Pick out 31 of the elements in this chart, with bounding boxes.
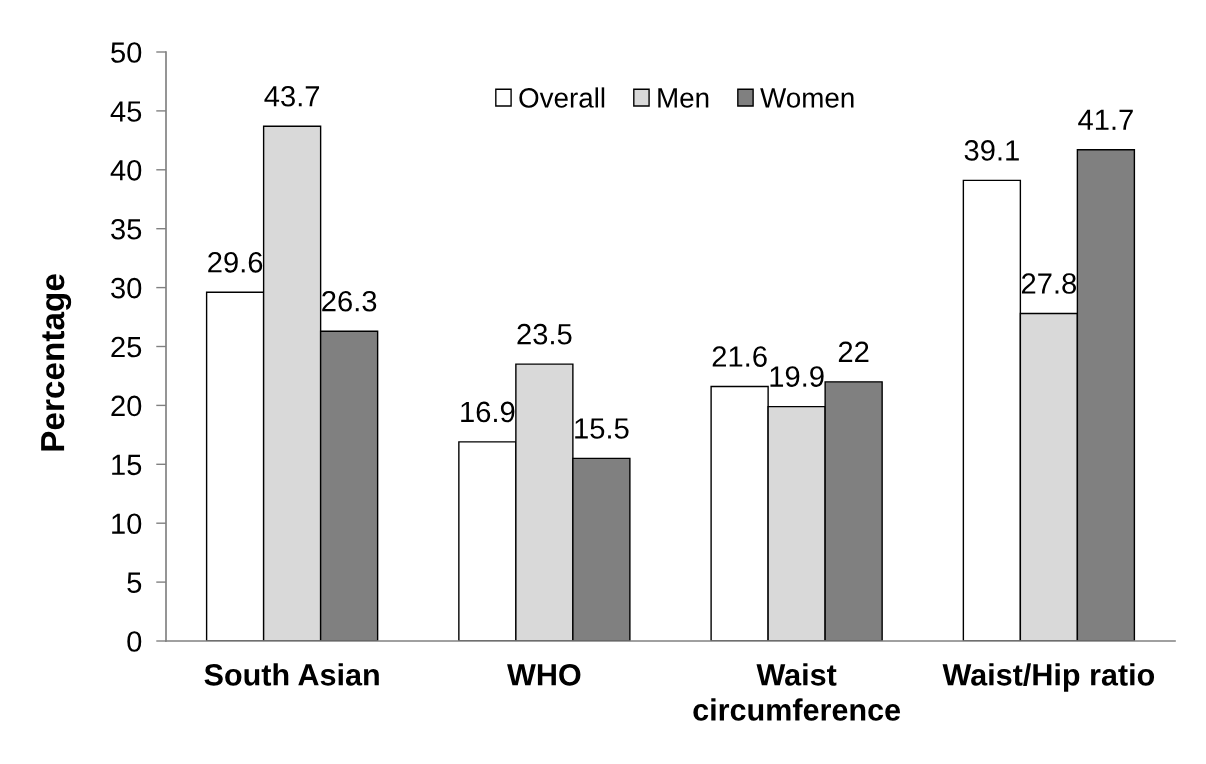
- y-tick-label: 40: [110, 160, 142, 181]
- data-label: 19.9: [770, 366, 824, 387]
- legend-label: Women: [760, 88, 854, 108]
- data-label: 39.1: [964, 140, 1019, 161]
- y-tick-label: 25: [111, 336, 142, 358]
- data-label: 43.7: [264, 85, 320, 107]
- x-tick-label: WHO: [507, 664, 581, 686]
- y-tick-label: 20: [111, 395, 142, 417]
- data-label: 26.3: [322, 290, 377, 312]
- data-label: 23.5: [517, 323, 572, 345]
- x-tick-label: South Asian: [204, 663, 379, 686]
- y-tick-label: 15: [112, 454, 142, 476]
- y-tick-label: 10: [112, 513, 142, 535]
- y-tick-label: 50: [111, 42, 142, 63]
- y-tick-label: 45: [110, 101, 142, 122]
- legend-label: Men: [658, 88, 709, 108]
- data-label: 16.9: [461, 401, 515, 423]
- x-tick-label: Waist circumference: [693, 663, 901, 721]
- data-label: 21.6: [712, 346, 767, 367]
- y-tick-label: 5: [127, 572, 142, 593]
- y-axis-title: Percentage: [41, 274, 72, 451]
- data-label: 29.6: [208, 252, 263, 273]
- data-label: 22: [838, 341, 869, 362]
- y-tick-label: 35: [111, 218, 142, 240]
- data-label: 41.7: [1078, 109, 1133, 130]
- y-tick-label: 30: [111, 277, 142, 299]
- y-tick-label: 0: [127, 631, 142, 652]
- data-label: 15.5: [575, 418, 629, 439]
- legend-label: Overall: [519, 87, 605, 108]
- x-tick-label: Waist/Hip ratio: [942, 663, 1155, 692]
- data-label: 27.8: [1021, 273, 1076, 294]
